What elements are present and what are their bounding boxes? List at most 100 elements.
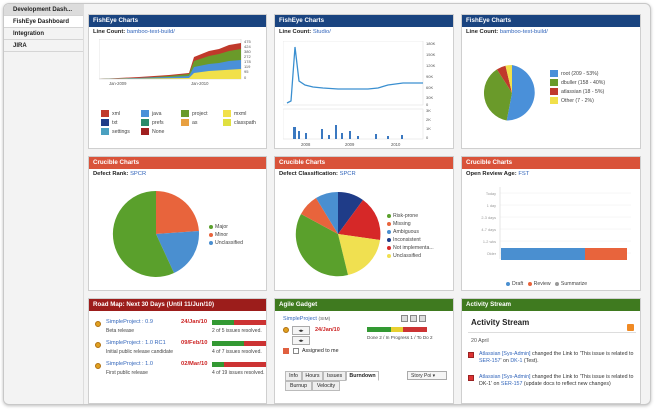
assignee-icon bbox=[283, 348, 289, 354]
assigned-checkbox[interactable] bbox=[293, 348, 299, 354]
chart-view-icon[interactable] bbox=[419, 315, 426, 322]
legend-not-implemented: Not implementa... bbox=[393, 245, 434, 251]
version-link[interactable]: SimpleProject : 0.9 bbox=[106, 319, 153, 325]
legend-mxml: mxml bbox=[234, 111, 247, 117]
sub-label: Defect Classification: bbox=[279, 171, 338, 177]
sub-label: Open Review Age: bbox=[466, 171, 517, 177]
project-link[interactable]: SPCR bbox=[130, 171, 147, 177]
project-link[interactable]: FST bbox=[518, 171, 530, 177]
legend-dot bbox=[527, 281, 532, 286]
y-tick: 119 bbox=[244, 64, 251, 69]
panel-subtitle: Line Count: bamboo-test-build/ bbox=[89, 27, 266, 38]
user-link[interactable]: Atlassian [Sys-Admin] bbox=[479, 374, 531, 380]
tab-burnup[interactable]: Burnup bbox=[285, 381, 312, 391]
y-tick: 3K bbox=[426, 108, 431, 113]
legend-swatch bbox=[550, 97, 558, 105]
legend-other: Other (7 - 2%) bbox=[561, 98, 594, 104]
version-icon bbox=[95, 363, 101, 369]
repo-link[interactable]: Studio/ bbox=[312, 29, 331, 35]
legend-minor: Minor bbox=[215, 232, 228, 238]
y-tick: 120K bbox=[426, 63, 436, 68]
x-tick: Jan-2010 bbox=[191, 81, 209, 86]
legend-dot bbox=[209, 232, 213, 237]
version-description: Beta release bbox=[106, 328, 135, 334]
issue-status: 4 of 7 issues resolved. bbox=[212, 349, 262, 355]
tab-hours[interactable]: Hours bbox=[302, 371, 323, 381]
repo-link[interactable]: bamboo-test-build/ bbox=[499, 29, 548, 35]
version-description: First public release bbox=[106, 370, 148, 376]
y-tick: 424 bbox=[244, 44, 251, 49]
x-tick: 2009 bbox=[345, 142, 355, 147]
legend-prefs: prefs bbox=[152, 120, 164, 126]
agile-project: SimpleProject (SIM) bbox=[283, 316, 330, 322]
chart-legend: Draft Review Summarize bbox=[506, 281, 587, 288]
project-link[interactable]: SimpleProject bbox=[283, 316, 317, 322]
project-key: (SIM) bbox=[318, 317, 331, 322]
rss-feed-icon[interactable] bbox=[627, 324, 634, 331]
panel-subtitle: Line Count: Studio/ bbox=[275, 27, 453, 38]
y-tick: 60K bbox=[426, 85, 433, 90]
tab-velocity[interactable]: Velocity bbox=[312, 381, 340, 391]
y-tick: Older bbox=[487, 252, 497, 256]
issue-status: 4 of 19 issues resolved. bbox=[212, 370, 265, 376]
y-tick: 150K bbox=[426, 52, 436, 57]
sidebar: Development Dash... FishEye Dashboard In… bbox=[4, 4, 84, 404]
crucible-panel-1: Crucible Charts Defect Rank: SPCR Major … bbox=[88, 156, 267, 291]
review-age-bar-chart: Today 1 day 2-3 days 4-7 days 1-2 wks Ol… bbox=[481, 187, 631, 260]
y-tick: 178 bbox=[244, 59, 251, 64]
legend-txt: txt bbox=[112, 120, 118, 126]
legend-unclassified: Unclassified bbox=[393, 253, 421, 259]
panel-subtitle: Defect Classification: SPCR bbox=[275, 169, 453, 180]
sidebar-tab-fisheye-dashboard[interactable]: FishEye Dashboard bbox=[4, 16, 83, 28]
legend-dot bbox=[387, 253, 391, 258]
version-link[interactable]: SimpleProject : 1.0 RC1 bbox=[106, 340, 166, 346]
roadmap-item: SimpleProject : 1.0 02/Mar/10 First publ… bbox=[93, 361, 266, 380]
user-link[interactable]: Atlassian [Sys-Admin] bbox=[479, 351, 531, 357]
panel-title: Activity Stream bbox=[462, 299, 640, 311]
y-tick: 180K bbox=[426, 41, 436, 46]
roadmap-panel: Road Map: Next 30 Days (Until 11/Jun/10)… bbox=[88, 298, 267, 404]
sub-label: Defect Rank: bbox=[93, 171, 129, 177]
legend-missing: Missing bbox=[393, 221, 411, 227]
activity-stream-panel: Activity Stream Activity Stream 20 April… bbox=[461, 298, 641, 404]
repo-link[interactable]: bamboo-test-build/ bbox=[126, 29, 175, 35]
sidebar-tab-jira[interactable]: JIRA bbox=[4, 40, 83, 52]
x-tick: 2008 bbox=[301, 142, 311, 147]
version-link[interactable]: SimpleProject : 1.0 bbox=[106, 361, 153, 367]
project-link[interactable]: SPCR bbox=[339, 171, 356, 177]
sprint-stepper[interactable]: ◂▸ bbox=[292, 326, 310, 335]
x-tick: Jan-2009 bbox=[109, 81, 127, 86]
tab-issues[interactable]: Issues bbox=[323, 371, 346, 381]
list-view-icon[interactable] bbox=[410, 315, 417, 322]
chart-legend: Major Minor Unclassified bbox=[209, 223, 243, 247]
roadmap-item: SimpleProject : 1.0 RC1 09/Feb/10 Initia… bbox=[93, 340, 266, 359]
chart-legend: Risk-prone Missing Ambiguous Inconsisten… bbox=[387, 212, 434, 260]
y-tick: 2-3 days bbox=[481, 216, 496, 220]
activity-date: 20 April bbox=[471, 338, 489, 344]
tab-burndown[interactable]: Burndown bbox=[346, 371, 379, 381]
y-tick: 2K bbox=[426, 117, 431, 122]
legend-classpath: classpath bbox=[234, 120, 256, 126]
sub-label: Line Count: bbox=[466, 29, 499, 35]
story-points-select[interactable]: Story Poi ▾ bbox=[407, 371, 447, 380]
x-tick: 2010 bbox=[391, 142, 401, 147]
legend-atlassian: atlassian (18 - 5%) bbox=[561, 89, 605, 95]
sidebar-tab-development-dashboard[interactable]: Development Dash... bbox=[4, 4, 83, 16]
y-tick: 30K bbox=[426, 95, 433, 100]
issue-link[interactable]: DK-1 bbox=[510, 357, 523, 364]
defect-rank-pie-chart bbox=[112, 190, 200, 277]
legend-java: java bbox=[152, 111, 162, 117]
release-date: 02/Mar/10 bbox=[181, 361, 208, 367]
tab-info[interactable]: Info bbox=[285, 371, 302, 381]
grid-view-icon[interactable] bbox=[401, 315, 408, 322]
issue-link[interactable]: SER-157 bbox=[479, 357, 501, 364]
legend-dot bbox=[387, 245, 391, 250]
chart-legend: xml java project mxml txt prefs as classpath s… bbox=[101, 110, 261, 137]
filter-stepper[interactable]: ◂▸ bbox=[292, 336, 310, 345]
sidebar-tab-integration[interactable]: Integration bbox=[4, 28, 83, 40]
crucible-panel-2: Crucible Charts Defect Classification: S… bbox=[274, 156, 454, 291]
progress-bar bbox=[212, 362, 266, 367]
issue-link[interactable]: SER-157 bbox=[500, 380, 523, 387]
sprint-date: 24/Jan/10 bbox=[315, 327, 340, 333]
legend-summarize: Summarize bbox=[560, 281, 588, 287]
